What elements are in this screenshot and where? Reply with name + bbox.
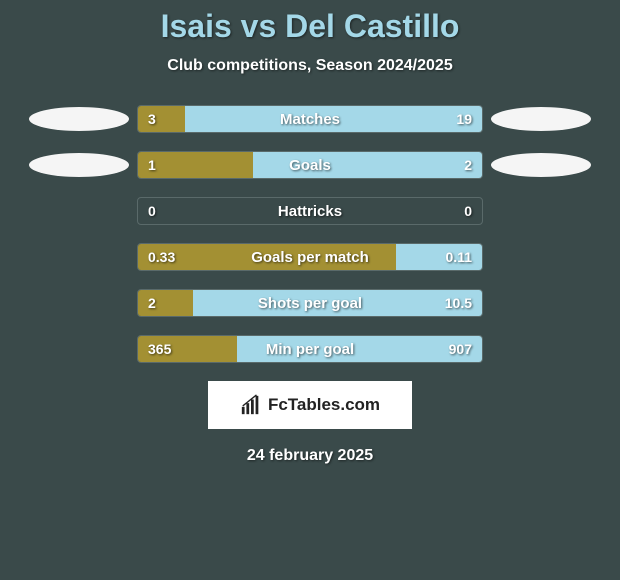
stat-bar: 210.5Shots per goal — [137, 289, 483, 317]
player-badge-left — [29, 153, 129, 177]
stat-label: Matches — [138, 106, 482, 132]
player-badge-right — [491, 153, 591, 177]
stat-label: Min per goal — [138, 336, 482, 362]
comparison-card: Isais vs Del Castillo Club competitions,… — [0, 0, 620, 580]
stat-bar: 00Hattricks — [137, 197, 483, 225]
stat-row: 0.330.11Goals per match — [0, 243, 620, 271]
stat-row: 00Hattricks — [0, 197, 620, 225]
stat-bar: 12Goals — [137, 151, 483, 179]
stat-label: Shots per goal — [138, 290, 482, 316]
right-badge-slot — [487, 153, 595, 177]
stat-label: Hattricks — [138, 198, 482, 224]
stat-row: 365907Min per goal — [0, 335, 620, 363]
stat-row: 210.5Shots per goal — [0, 289, 620, 317]
page-title: Isais vs Del Castillo — [0, 8, 620, 45]
left-badge-slot — [25, 153, 133, 177]
fctables-logo[interactable]: FcTables.com — [208, 381, 412, 429]
stat-label: Goals — [138, 152, 482, 178]
stat-row: 12Goals — [0, 151, 620, 179]
player-badge-right — [491, 107, 591, 131]
stats-list: 319Matches 12Goals 00Hattricks 0.330.11Goal… — [0, 105, 620, 363]
logo-text: FcTables.com — [268, 395, 380, 415]
right-badge-slot — [487, 107, 595, 131]
stat-bar: 319Matches — [137, 105, 483, 133]
chart-icon — [240, 394, 262, 416]
stat-row: 319Matches — [0, 105, 620, 133]
stat-bar: 365907Min per goal — [137, 335, 483, 363]
date-label: 24 february 2025 — [0, 447, 620, 465]
stat-bar: 0.330.11Goals per match — [137, 243, 483, 271]
left-badge-slot — [25, 107, 133, 131]
stat-label: Goals per match — [138, 244, 482, 270]
subtitle: Club competitions, Season 2024/2025 — [0, 57, 620, 75]
player-badge-left — [29, 107, 129, 131]
